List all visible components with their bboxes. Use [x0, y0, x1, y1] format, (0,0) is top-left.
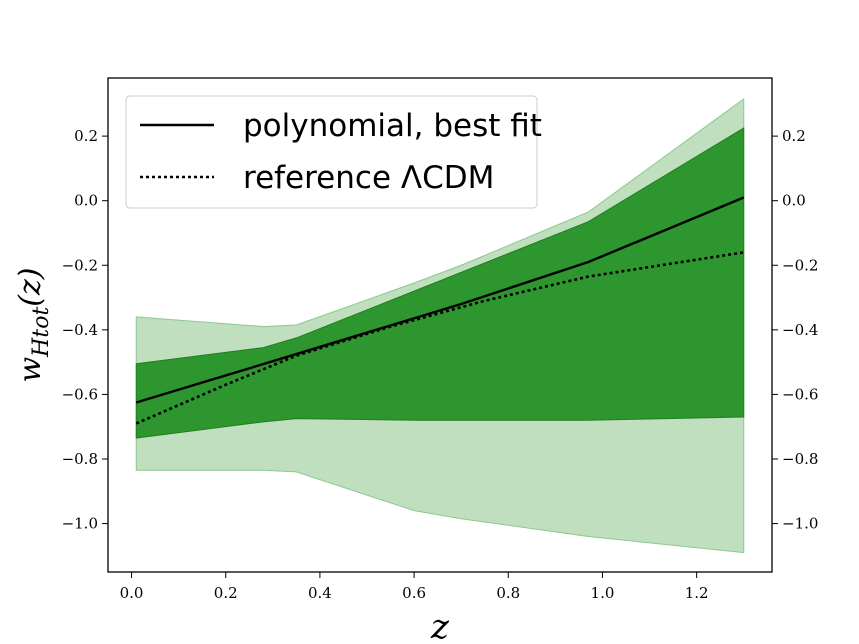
y-tick-label-left: −1.0 — [62, 515, 98, 533]
series-line-0 — [135, 196, 745, 404]
y-tick-label-left: −0.4 — [62, 321, 98, 339]
legend-label-0: polynomial, best fit — [243, 108, 542, 144]
plot-frame — [107, 77, 773, 573]
axis-ticks: 0.0 0.2 0.4 0.6 0.8 1.0 1.2 −1.0 −1.0 −0.8 −0.8 −0.… — [62, 127, 819, 602]
x-axis-label: z — [430, 607, 450, 644]
x-tick-label: 0.0 — [120, 584, 144, 602]
series-line-1 — [135, 251, 744, 425]
x-tick-label: 0.4 — [308, 584, 332, 602]
y-tick-label-left: 0.2 — [74, 127, 98, 145]
legend-box — [125, 95, 538, 209]
x-tick-label: 1.2 — [685, 584, 709, 602]
y-tick-label-right: 0.0 — [782, 192, 806, 210]
band-inner — [135, 127, 745, 439]
x-tick-label: 1.0 — [591, 584, 615, 602]
legend: polynomial, best fit reference ΛCDM — [125, 95, 542, 209]
data-lines — [135, 196, 745, 425]
y-tick-label-right: 0.2 — [782, 127, 806, 145]
x-tick-label: 0.6 — [402, 584, 426, 602]
y-tick-label-left: −0.6 — [62, 385, 98, 403]
x-tick-label: 0.2 — [214, 584, 238, 602]
y-tick-label-left: −0.8 — [62, 450, 98, 468]
y-tick-label-left: −0.2 — [62, 256, 98, 274]
y-tick-label-right: −0.2 — [782, 256, 818, 274]
legend-label-1: reference ΛCDM — [243, 160, 494, 196]
y-tick-label-right: −0.6 — [782, 385, 818, 403]
confidence-bands — [135, 98, 745, 554]
y-tick-label-right: −1.0 — [782, 515, 818, 533]
y-axis-label: wHtot(z) — [13, 267, 54, 382]
y-tick-label-right: −0.8 — [782, 450, 818, 468]
x-tick-label: 0.8 — [496, 584, 520, 602]
y-tick-label-left: 0.0 — [74, 192, 98, 210]
y-tick-label-right: −0.4 — [782, 321, 818, 339]
